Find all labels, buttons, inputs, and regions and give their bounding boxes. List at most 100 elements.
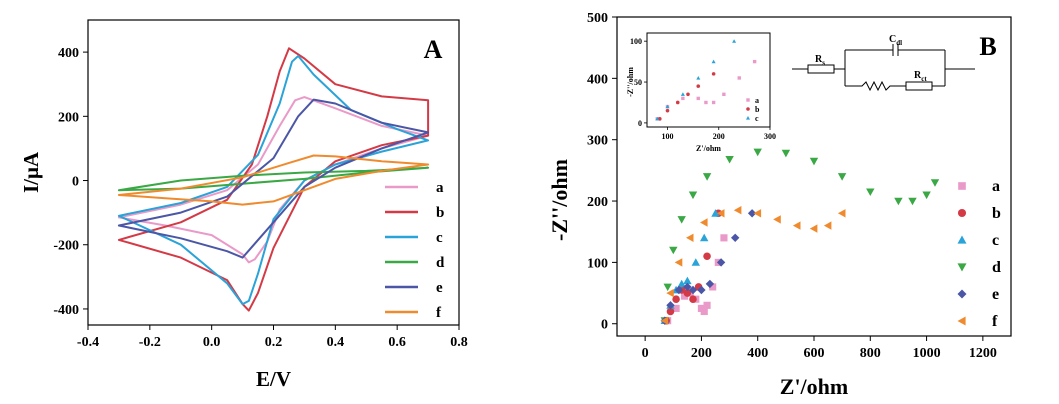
data-point-d xyxy=(702,173,712,181)
data-point-d xyxy=(809,157,819,166)
x-tick-label-a: 0.0 xyxy=(203,335,221,350)
y-tick-label-a: 400 xyxy=(58,46,79,61)
inset-legend-marker-a xyxy=(746,98,750,102)
inset-data-point-a xyxy=(711,100,716,105)
y-tick-label-b: 500 xyxy=(587,11,608,26)
data-point-e xyxy=(705,279,715,289)
legend-label-e: e xyxy=(992,286,999,303)
data-point-e xyxy=(716,258,726,267)
inset-frame xyxy=(646,32,771,128)
x-tick-label-b: 1200 xyxy=(969,346,997,361)
inset-data-point-b xyxy=(711,72,716,76)
panel-a: -0.4 -0.2 0.0 0.2 0.4 0.6 0.8 -400 -200 0 200 400 E/… xyxy=(19,19,468,391)
resistor-rct xyxy=(905,81,933,91)
inset-data-point-a xyxy=(752,59,757,64)
data-point-a xyxy=(720,234,728,242)
inset-y-tick-label: 100 xyxy=(630,37,642,46)
data-point-a xyxy=(709,283,717,291)
inset-data-point-b xyxy=(686,92,690,97)
resistor-rs xyxy=(807,64,835,74)
data-point-f xyxy=(686,233,694,242)
legend-marker-f xyxy=(957,316,966,326)
inset-data-point-b xyxy=(665,108,670,113)
x-axis-title-a: E/V xyxy=(256,367,291,391)
inset-data-point-c xyxy=(696,76,701,80)
inset-legend-label-c: c xyxy=(755,114,759,123)
data-point-d xyxy=(908,197,917,206)
data-point-a xyxy=(672,304,680,312)
cpe-element xyxy=(845,80,906,92)
data-point-c xyxy=(683,276,692,285)
data-point-d xyxy=(866,188,875,196)
legend-label-f: f xyxy=(436,305,442,321)
inset-x-tick-label: 200 xyxy=(713,132,725,141)
data-point-f xyxy=(753,209,762,218)
data-point-e xyxy=(683,282,692,292)
y-tick-label-b: 100 xyxy=(587,256,608,271)
y-axis-title-b: -Z''/ohm xyxy=(547,159,572,241)
panel-b: 0 200 400 600 800 1000 12000100200300400500Z'/… xyxy=(547,11,1012,399)
inset-data-point-c xyxy=(655,116,660,121)
data-point-d xyxy=(922,191,931,200)
data-point-f xyxy=(823,221,832,230)
inset-legend-marker-b xyxy=(746,107,750,111)
inset-data-point-c xyxy=(711,59,716,64)
legend-label-a: a xyxy=(992,178,1000,195)
inset-data-point-c xyxy=(665,104,670,109)
y-tick-label-a: 200 xyxy=(58,110,79,125)
inset-data-point-b xyxy=(696,84,701,88)
inset-data-point-a xyxy=(681,96,685,101)
series-line-b xyxy=(117,47,430,312)
data-point-e xyxy=(731,233,740,242)
data-point-b xyxy=(666,307,675,316)
circuit-label-subscript: dl xyxy=(896,39,902,47)
y-tick-label-a: 0 xyxy=(72,175,79,190)
circuit-label-subscript: s xyxy=(822,59,825,67)
y-tick-label-a: -200 xyxy=(53,239,79,254)
x-tick-label-a: -0.2 xyxy=(139,335,161,350)
series-line-f xyxy=(117,154,430,206)
x-tick-label-a: 0.6 xyxy=(388,335,406,350)
equivalent-circuit: Rs Cdl Rct xyxy=(792,34,975,92)
data-point-e xyxy=(666,301,675,310)
x-tick-label-b: 600 xyxy=(804,346,825,361)
data-point-a xyxy=(700,307,708,316)
series-line-c xyxy=(117,55,430,306)
data-point-f xyxy=(700,218,708,227)
x-tick-label-a: 0.2 xyxy=(265,335,283,350)
data-point-b xyxy=(689,295,697,303)
inset-x-tick-label: 300 xyxy=(764,132,776,141)
y-axis-title-a: I/μA xyxy=(19,151,43,193)
data-point-b xyxy=(672,295,680,303)
data-point-d xyxy=(837,173,847,181)
inset-y-axis-title: -Z''/ohm xyxy=(626,67,635,97)
y-tick-label-a: -400 xyxy=(53,303,79,318)
x-tick-label-a: 0.4 xyxy=(327,335,345,350)
legend-label-d: d xyxy=(992,259,1001,276)
inset-data-point-c xyxy=(680,92,685,96)
x-tick-label-b: 800 xyxy=(860,346,881,361)
data-point-f xyxy=(660,316,669,325)
inset-y-tick-label: 50 xyxy=(634,78,642,87)
legend-marker-b xyxy=(957,208,967,218)
legend-marker-c xyxy=(957,235,967,244)
inset-data-point-b xyxy=(675,100,680,105)
data-point-f xyxy=(733,206,742,215)
y-tick-label-b: 400 xyxy=(587,72,608,87)
x-axis-title-b: Z'/ohm xyxy=(780,374,848,399)
inset-legend-marker-c xyxy=(746,116,750,120)
y-tick-label-b: 200 xyxy=(587,195,608,210)
legend-marker-e xyxy=(957,289,967,299)
data-point-c xyxy=(700,233,709,242)
data-point-a xyxy=(703,301,711,309)
circuit-label: Cdl xyxy=(889,34,902,47)
inset-x-tick-label: 100 xyxy=(662,132,674,141)
data-point-f xyxy=(773,215,781,224)
data-point-e xyxy=(697,285,706,295)
y-tick-label-b: 300 xyxy=(587,134,608,149)
data-point-f xyxy=(716,209,725,218)
data-point-d xyxy=(753,148,762,157)
data-point-e xyxy=(674,285,684,295)
inset-data-point-a xyxy=(737,76,741,80)
